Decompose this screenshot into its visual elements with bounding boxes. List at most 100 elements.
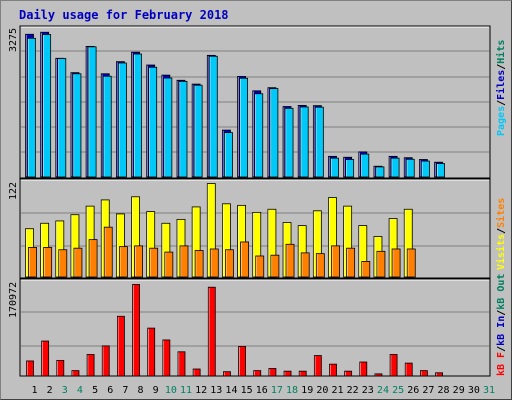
day-label: 11 xyxy=(180,385,192,396)
pages-bar xyxy=(224,132,233,178)
kbf-bar xyxy=(177,351,186,377)
day-label: 17 xyxy=(271,385,283,396)
kbf-bar xyxy=(86,354,95,377)
kbf-bar xyxy=(238,346,247,377)
sites-bar xyxy=(300,252,310,278)
sites-bar xyxy=(103,226,113,278)
pages-bar xyxy=(118,62,127,178)
sites-bar xyxy=(164,251,174,278)
sites-bar xyxy=(28,247,37,278)
day-label: 14 xyxy=(225,385,237,396)
day-label: 5 xyxy=(92,385,98,396)
kbf-bar xyxy=(374,373,383,377)
sites-bar xyxy=(376,250,386,278)
day-label: 23 xyxy=(362,385,374,396)
pages-bar xyxy=(269,88,279,178)
sites-bar xyxy=(209,248,219,278)
series-label: / xyxy=(496,310,507,316)
sites-bar xyxy=(88,239,98,278)
pages-bar xyxy=(27,37,36,178)
day-label: 8 xyxy=(138,385,144,396)
day-label: 19 xyxy=(301,385,313,396)
pages-bar xyxy=(57,58,67,178)
pages-bar xyxy=(102,75,112,178)
pages-bar xyxy=(133,53,142,178)
kbf-bar xyxy=(359,361,368,377)
kbf-bar xyxy=(56,359,65,377)
kbf-bar xyxy=(117,315,125,377)
series-label: Pages xyxy=(496,106,507,136)
day-label: 26 xyxy=(407,385,419,396)
pages-bar xyxy=(375,166,385,178)
kbf-bar xyxy=(41,340,50,377)
y-max-label-2: 122 xyxy=(8,182,19,200)
kbf-bar xyxy=(147,327,156,377)
kbf-bar xyxy=(223,371,231,377)
day-label: 15 xyxy=(241,385,253,396)
sites-bar xyxy=(315,253,325,278)
sites-bar xyxy=(194,250,204,278)
pages-bar xyxy=(208,55,218,178)
sites-bar xyxy=(73,247,83,278)
pages-bar xyxy=(284,107,294,178)
kbf-bar xyxy=(329,363,337,377)
y-max-label-1: 3275 xyxy=(8,28,19,52)
day-label: 29 xyxy=(453,385,465,396)
day-label: 18 xyxy=(286,385,298,396)
series-label: / xyxy=(496,228,507,234)
day-label: 31 xyxy=(483,385,495,396)
kbf-bar xyxy=(101,345,110,377)
kbf-bar xyxy=(298,370,307,377)
day-label: 9 xyxy=(153,385,159,396)
sites-bar xyxy=(255,255,265,278)
day-label: 6 xyxy=(107,385,113,396)
sites-bar xyxy=(149,247,159,278)
sites-bar xyxy=(331,245,340,278)
kbf-bar xyxy=(283,370,292,377)
sites-bar xyxy=(270,254,280,278)
pages-bar xyxy=(163,77,173,178)
series-label: / xyxy=(496,64,507,70)
day-label: 7 xyxy=(122,385,128,396)
sites-bar xyxy=(240,241,250,278)
pages-bar xyxy=(193,84,203,178)
sites-bar xyxy=(119,246,128,278)
day-label: 1 xyxy=(31,385,37,396)
day-label: 30 xyxy=(468,385,480,396)
day-label: 12 xyxy=(195,385,207,396)
pages-bar xyxy=(239,77,249,178)
kbf-bar xyxy=(404,362,413,377)
panel1-series-labels: Pages/Files/Hits xyxy=(495,40,507,136)
sites-bar xyxy=(406,248,416,278)
sites-bar xyxy=(43,247,53,278)
sites-bar xyxy=(391,248,401,278)
series-label: kB F xyxy=(496,352,507,376)
kbf-bar xyxy=(344,370,353,377)
sites-bar xyxy=(361,261,371,278)
panel-3 xyxy=(19,278,491,377)
series-label: kB Out xyxy=(496,274,507,310)
day-label: 2 xyxy=(47,385,53,396)
kbf-bar xyxy=(192,368,201,377)
day-label: 25 xyxy=(392,385,404,396)
day-label: 3 xyxy=(62,385,68,396)
kbf-bar xyxy=(253,370,262,377)
kbf-bar xyxy=(26,360,34,377)
day-label: 16 xyxy=(256,385,268,396)
sites-bar xyxy=(346,247,356,278)
series-label: kB In xyxy=(496,316,507,346)
pages-bar xyxy=(345,159,355,178)
kbf-bar xyxy=(162,339,171,377)
series-label: / xyxy=(496,100,507,106)
series-label: Hits xyxy=(495,40,507,64)
day-label: 20 xyxy=(316,385,328,396)
sites-bar xyxy=(134,245,143,278)
pages-bar xyxy=(299,106,309,178)
day-label: 27 xyxy=(422,385,434,396)
day-label: 13 xyxy=(210,385,222,396)
panel3-series-labels: kB F/kB In/kB Out xyxy=(496,274,507,376)
y-max-label-3: 170972 xyxy=(8,282,19,318)
day-label: 10 xyxy=(165,385,177,396)
series-label: Sites xyxy=(495,198,507,228)
series-label: Files xyxy=(495,70,507,100)
